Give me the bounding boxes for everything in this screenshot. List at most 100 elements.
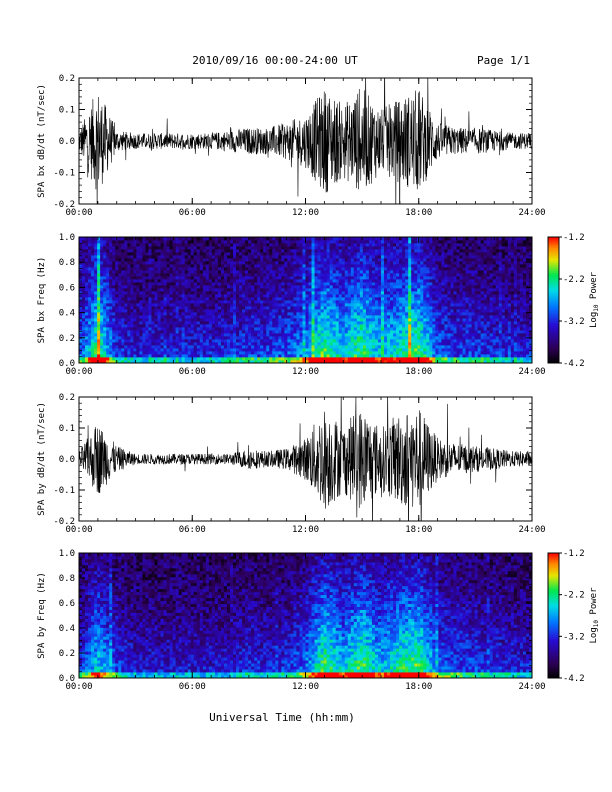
spectrogram-cell [139, 342, 143, 346]
spectrogram-cell [305, 237, 309, 241]
spectrogram-cell [230, 321, 234, 325]
spectrogram-cell [260, 342, 264, 346]
spectrogram-cell [402, 276, 406, 280]
spectrogram-cell [85, 333, 89, 337]
spectrogram-cell [399, 336, 403, 340]
spectrogram-cell [190, 261, 195, 265]
spectrogram-cell [278, 342, 282, 346]
spectrogram-cell [251, 318, 255, 322]
spectrogram-cell [302, 237, 306, 241]
spectrogram-cell [82, 303, 86, 307]
spectrogram-cell [79, 294, 83, 298]
spectrogram-cell [136, 261, 140, 265]
spectrogram-cell [109, 342, 113, 346]
spectrogram-cell [79, 324, 83, 328]
spectrogram-cell [371, 249, 376, 253]
spectrogram-cell [287, 276, 291, 280]
spectrogram-cell [154, 255, 158, 259]
spectrogram-cell [329, 333, 334, 337]
spectrogram-cell [272, 306, 276, 310]
spectrogram-cell [178, 324, 183, 328]
spectrogram-cell [257, 279, 261, 283]
spectrogram-cell [353, 270, 358, 274]
spectrogram-cell [145, 267, 149, 271]
spectrogram-cell [423, 240, 427, 244]
spectrogram-cell [359, 339, 364, 343]
spectrogram-cell [362, 327, 367, 331]
spectrogram-cell [236, 300, 240, 304]
spectrogram-cell [420, 258, 424, 262]
spectrogram-cell [163, 285, 167, 289]
spectrogram-cell [130, 291, 134, 295]
spectrogram-cell [284, 336, 288, 340]
spectrogram-cell [160, 339, 164, 343]
spectrogram-cell [208, 255, 213, 259]
spectrogram-cell [329, 267, 334, 271]
spectrogram-cell [106, 327, 110, 331]
spectrogram-cell [314, 273, 318, 277]
spectrogram-cell [82, 294, 86, 298]
spectrogram-cell [88, 330, 92, 334]
spectrogram-cell [166, 351, 170, 355]
spectrogram-cell [344, 297, 349, 301]
spectrogram-cell [399, 282, 403, 286]
spectrogram-cell [115, 276, 119, 280]
spectrogram-cell [223, 237, 228, 241]
spectrogram-cell [100, 285, 104, 289]
spectrogram-cell [106, 318, 110, 322]
spectrogram-cell [411, 279, 415, 283]
spectrogram-cell [426, 333, 430, 337]
spectrogram-cell [112, 258, 116, 262]
spectrogram-cell [193, 240, 198, 244]
spectrogram-cell [275, 333, 279, 337]
spectrogram-cell [175, 297, 180, 301]
spectrogram-cell [166, 339, 170, 343]
spectrogram-cell [239, 243, 243, 247]
spectrogram-cell [275, 249, 279, 253]
spectrogram-cell [323, 291, 328, 295]
spectrogram-cell [181, 282, 186, 286]
spectrogram-cell [326, 288, 331, 292]
spectrogram-cell [251, 315, 255, 319]
spectrogram-cell [320, 243, 325, 247]
spectrogram-cell [387, 273, 391, 277]
spectrogram-cell [85, 330, 89, 334]
spectrogram-cell [377, 357, 382, 361]
spectrogram-cell [396, 357, 400, 361]
spectrogram-cell [239, 324, 243, 328]
spectrogram-cell [290, 300, 294, 304]
spectrogram-cell [326, 306, 331, 310]
spectrogram-cell [272, 327, 276, 331]
spectrogram-cell [317, 348, 321, 352]
spectrogram-cell [396, 243, 400, 247]
spectrogram-cell [208, 294, 213, 298]
spectrogram-cell [214, 327, 219, 331]
spectrogram-cell [245, 348, 249, 352]
spectrogram-cell [220, 306, 225, 310]
spectrogram-cell [226, 333, 231, 337]
spectrogram-cell [178, 264, 183, 268]
spectrogram-cell [332, 321, 337, 325]
spectrogram-cell [142, 354, 146, 358]
spectrogram-cell [196, 261, 201, 265]
spectrogram-cell [130, 342, 134, 346]
spectrogram-cell [217, 291, 222, 295]
spectrogram-cell [332, 360, 337, 364]
spectrogram-cell [163, 276, 167, 280]
spectrogram-cell [393, 255, 397, 259]
spectrogram-cell [356, 285, 361, 289]
spectrogram-cell [308, 258, 312, 262]
spectrogram-cell [338, 360, 343, 364]
spectrogram-cell [323, 282, 328, 286]
spectrogram-cell [184, 318, 189, 322]
spectrogram-cell [396, 312, 400, 316]
spectrogram-cell [341, 255, 346, 259]
spectrogram-cell [127, 273, 131, 277]
spectrogram-cell [245, 345, 249, 349]
spectrogram-cell [266, 345, 270, 349]
spectrogram-cell [115, 267, 119, 271]
spectrogram-cell [347, 357, 352, 361]
spectrogram-cell [311, 345, 315, 349]
spectrogram-cell [296, 303, 300, 307]
spectrogram-cell [239, 360, 243, 364]
